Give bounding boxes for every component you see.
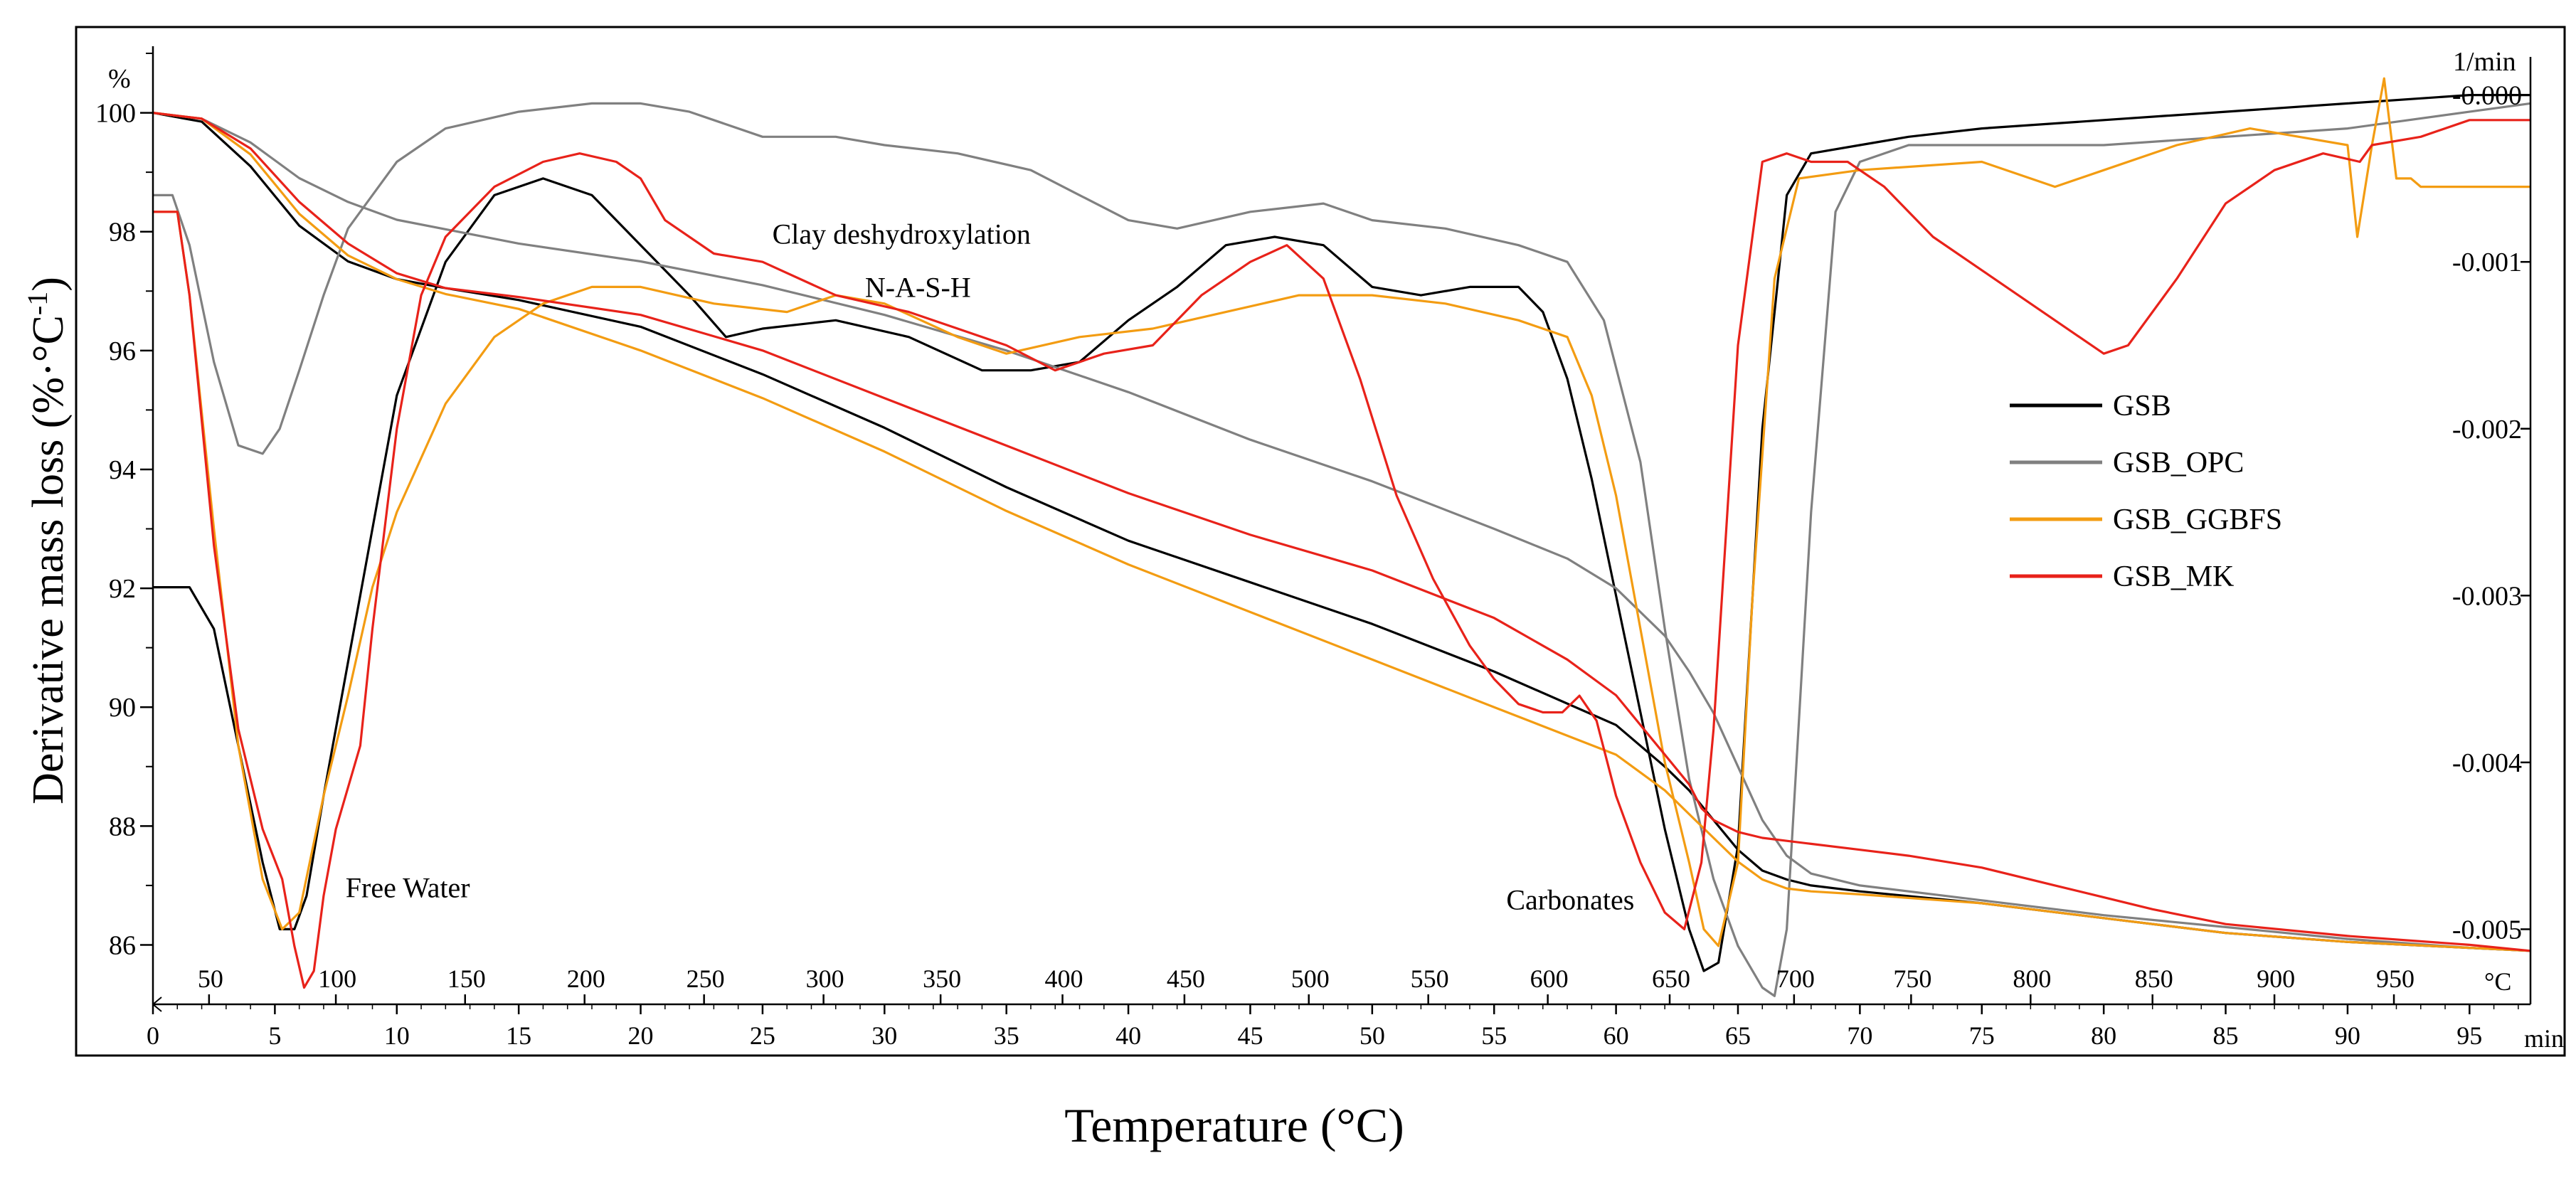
temperature-tick-label: 800: [2013, 964, 2051, 993]
temperature-tick-label: 50: [198, 964, 223, 993]
y-tick-label: 96: [109, 336, 136, 366]
chart: 86 88 90 92 94 96 98 100 -0.005 -0.004 -0.003 -0.00…: [0, 0, 2576, 1180]
time-tick-label: 55: [1481, 1021, 1507, 1050]
temperature-tick-label: 900: [2257, 964, 2295, 993]
time-tick-label: 90: [2335, 1021, 2360, 1050]
time-tick-label: 20: [628, 1021, 654, 1050]
y-tick-label: 94: [109, 455, 136, 485]
right-axis-unit: 1/min: [2453, 47, 2516, 77]
temperature-tick-label: 500: [1291, 964, 1330, 993]
y2-tick-label: -0.003: [2452, 581, 2522, 611]
temperature-tick-label: 950: [2376, 964, 2415, 993]
temperature-axis-unit: °C: [2484, 967, 2511, 996]
time-tick-label: 65: [1725, 1021, 1751, 1050]
time-tick-label: 5: [268, 1021, 281, 1050]
temperature-tick-label: 700: [1776, 964, 1815, 993]
temperature-tick-label: 550: [1411, 964, 1449, 993]
time-tick-label: 0: [147, 1021, 159, 1050]
annotation-n-a-s-h: N-A-S-H: [865, 272, 971, 304]
time-tick-label: 15: [506, 1021, 531, 1050]
temperature-tick-label: 200: [567, 964, 605, 993]
x-axis-label: Temperature (°C): [1064, 1098, 1404, 1152]
time-tick-label: 80: [2091, 1021, 2116, 1050]
y-tick-label: 90: [109, 693, 136, 723]
y2-tick-label: -0.000: [2452, 81, 2522, 111]
y-tick-label: 86: [109, 930, 136, 960]
time-axis-unit: min: [2524, 1024, 2564, 1053]
left-axis-unit: %: [108, 64, 131, 94]
temperature-tick-label: 650: [1652, 964, 1690, 993]
temperature-tick-label: 250: [687, 964, 725, 993]
legend-label-gsb-ggbfs: GSB_GGBFS: [2113, 504, 2282, 536]
legend-label-gsb: GSB: [2113, 390, 2171, 422]
temperature-tick-label: 850: [2135, 964, 2173, 993]
time-tick-label: 95: [2456, 1021, 2482, 1050]
time-tick-label: 30: [871, 1021, 897, 1050]
time-tick-label: 10: [384, 1021, 410, 1050]
chart-svg: 86889092949698100-0.005-0.004-0.003-0.00…: [0, 0, 2576, 1180]
time-tick-label: 70: [1847, 1021, 1872, 1050]
temperature-tick-label: 150: [447, 964, 486, 993]
y-tick-label: 100: [95, 99, 136, 129]
y2-tick-label: -0.004: [2452, 748, 2522, 778]
temperature-tick-label: 100: [318, 964, 356, 993]
y-tick-label: 92: [109, 574, 136, 604]
temperature-tick-label: 350: [923, 964, 961, 993]
time-tick-label: 45: [1237, 1021, 1263, 1050]
time-tick-label: 50: [1359, 1021, 1385, 1050]
y-axis-label-main: Derivative mass loss (%·°C: [24, 315, 73, 804]
time-tick-label: 75: [1969, 1021, 1995, 1050]
time-tick-label: 85: [2213, 1021, 2239, 1050]
time-tick-label: 35: [994, 1021, 1019, 1050]
time-tick-label: 40: [1115, 1021, 1141, 1050]
y-axis-label: Derivative mass loss (%·°C-1): [21, 277, 73, 804]
temperature-tick-label: 400: [1045, 964, 1083, 993]
y-tick-label: 98: [109, 218, 136, 248]
temperature-tick-label: 600: [1530, 964, 1569, 993]
annotation-clay-deshydroxylation: Clay deshydroxylation: [773, 218, 1031, 250]
y-axis-label-close: ): [24, 277, 73, 292]
annotation-free-water: Free Water: [346, 872, 470, 904]
time-tick-label: 60: [1604, 1021, 1629, 1050]
temperature-tick-label: 300: [806, 964, 844, 993]
annotation-carbonates: Carbonates: [1506, 883, 1634, 915]
temperature-tick-label: 750: [1893, 964, 1931, 993]
legend-label-gsb-opc: GSB_OPC: [2113, 447, 2244, 479]
y2-tick-label: -0.005: [2452, 915, 2522, 945]
y-tick-label: 88: [109, 812, 136, 841]
y-axis-label-superscript: -1: [21, 292, 53, 315]
y2-tick-label: -0.001: [2452, 248, 2522, 277]
legend-label-gsb-mk: GSB_MK: [2113, 560, 2234, 593]
time-tick-label: 25: [750, 1021, 775, 1050]
y2-tick-label: -0.002: [2452, 415, 2522, 445]
temperature-tick-label: 450: [1167, 964, 1205, 993]
